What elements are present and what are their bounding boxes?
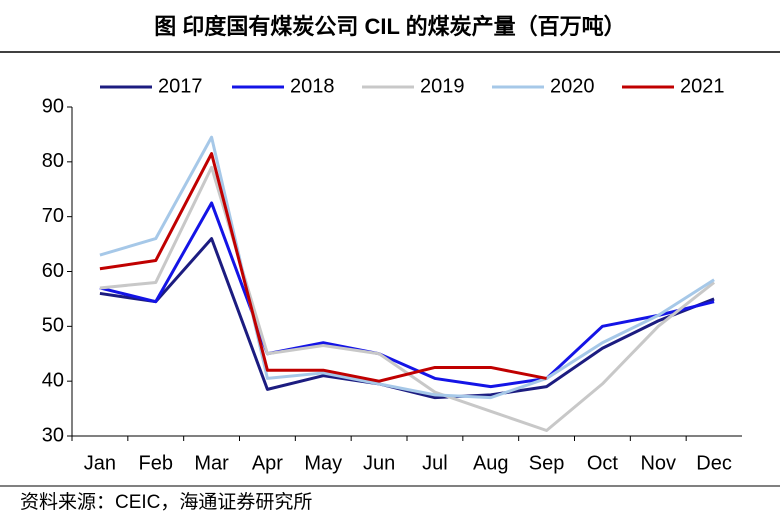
- series-line: [99, 152, 547, 383]
- x-tick-label: Apr: [252, 452, 283, 474]
- y-tick-label: 90: [42, 95, 64, 117]
- legend-label: 2018: [290, 75, 335, 97]
- y-tick-label: 80: [42, 150, 64, 172]
- x-tick-label: Feb: [139, 452, 173, 474]
- y-tick-label: 30: [42, 424, 64, 446]
- y-tick-label: 50: [42, 315, 64, 337]
- legend-label: 2020: [550, 75, 595, 97]
- x-tick-label: Nov: [640, 452, 676, 474]
- chart-title: 图 印度国有煤炭公司 CIL 的煤炭产量（百万吨）: [154, 14, 625, 39]
- x-tick-label: Dec: [696, 452, 732, 474]
- x-tick-label: Oct: [587, 452, 619, 474]
- source: 资料来源：CEIC，海通证券研究所: [20, 491, 312, 513]
- x-tick-label: Jul: [422, 452, 448, 474]
- series-line: [99, 135, 715, 400]
- y-tick-label: 60: [42, 260, 64, 282]
- x-tick-label: Jun: [363, 452, 395, 474]
- legend-label: 2021: [680, 75, 725, 97]
- series-line: [99, 201, 715, 389]
- legend-label: 2019: [420, 75, 465, 97]
- x-tick-label: Jan: [84, 452, 116, 474]
- y-tick-label: 70: [42, 205, 64, 227]
- x-tick-label: Mar: [194, 452, 229, 474]
- legend-label: 2017: [158, 75, 203, 97]
- x-tick-label: May: [304, 452, 342, 474]
- x-tick-label: Sep: [529, 452, 565, 474]
- y-tick-label: 40: [42, 369, 64, 391]
- x-tick-label: Aug: [473, 452, 509, 474]
